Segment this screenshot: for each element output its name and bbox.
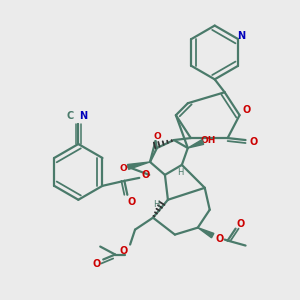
Text: O: O <box>119 245 127 256</box>
Text: O: O <box>127 197 136 207</box>
Polygon shape <box>128 162 150 169</box>
Text: H: H <box>153 200 159 209</box>
Text: N: N <box>237 31 245 41</box>
Text: O: O <box>249 137 258 147</box>
Text: O: O <box>92 260 100 269</box>
Text: O: O <box>242 105 251 115</box>
Text: O: O <box>236 219 245 229</box>
Text: H: H <box>177 168 183 177</box>
Polygon shape <box>188 140 204 148</box>
Text: O: O <box>216 234 224 244</box>
Text: O: O <box>119 164 127 173</box>
Text: C: C <box>67 111 74 121</box>
Text: O: O <box>154 132 161 141</box>
Text: N: N <box>79 111 87 121</box>
Text: O: O <box>141 170 149 180</box>
Polygon shape <box>198 228 214 238</box>
Text: OH: OH <box>200 136 215 145</box>
